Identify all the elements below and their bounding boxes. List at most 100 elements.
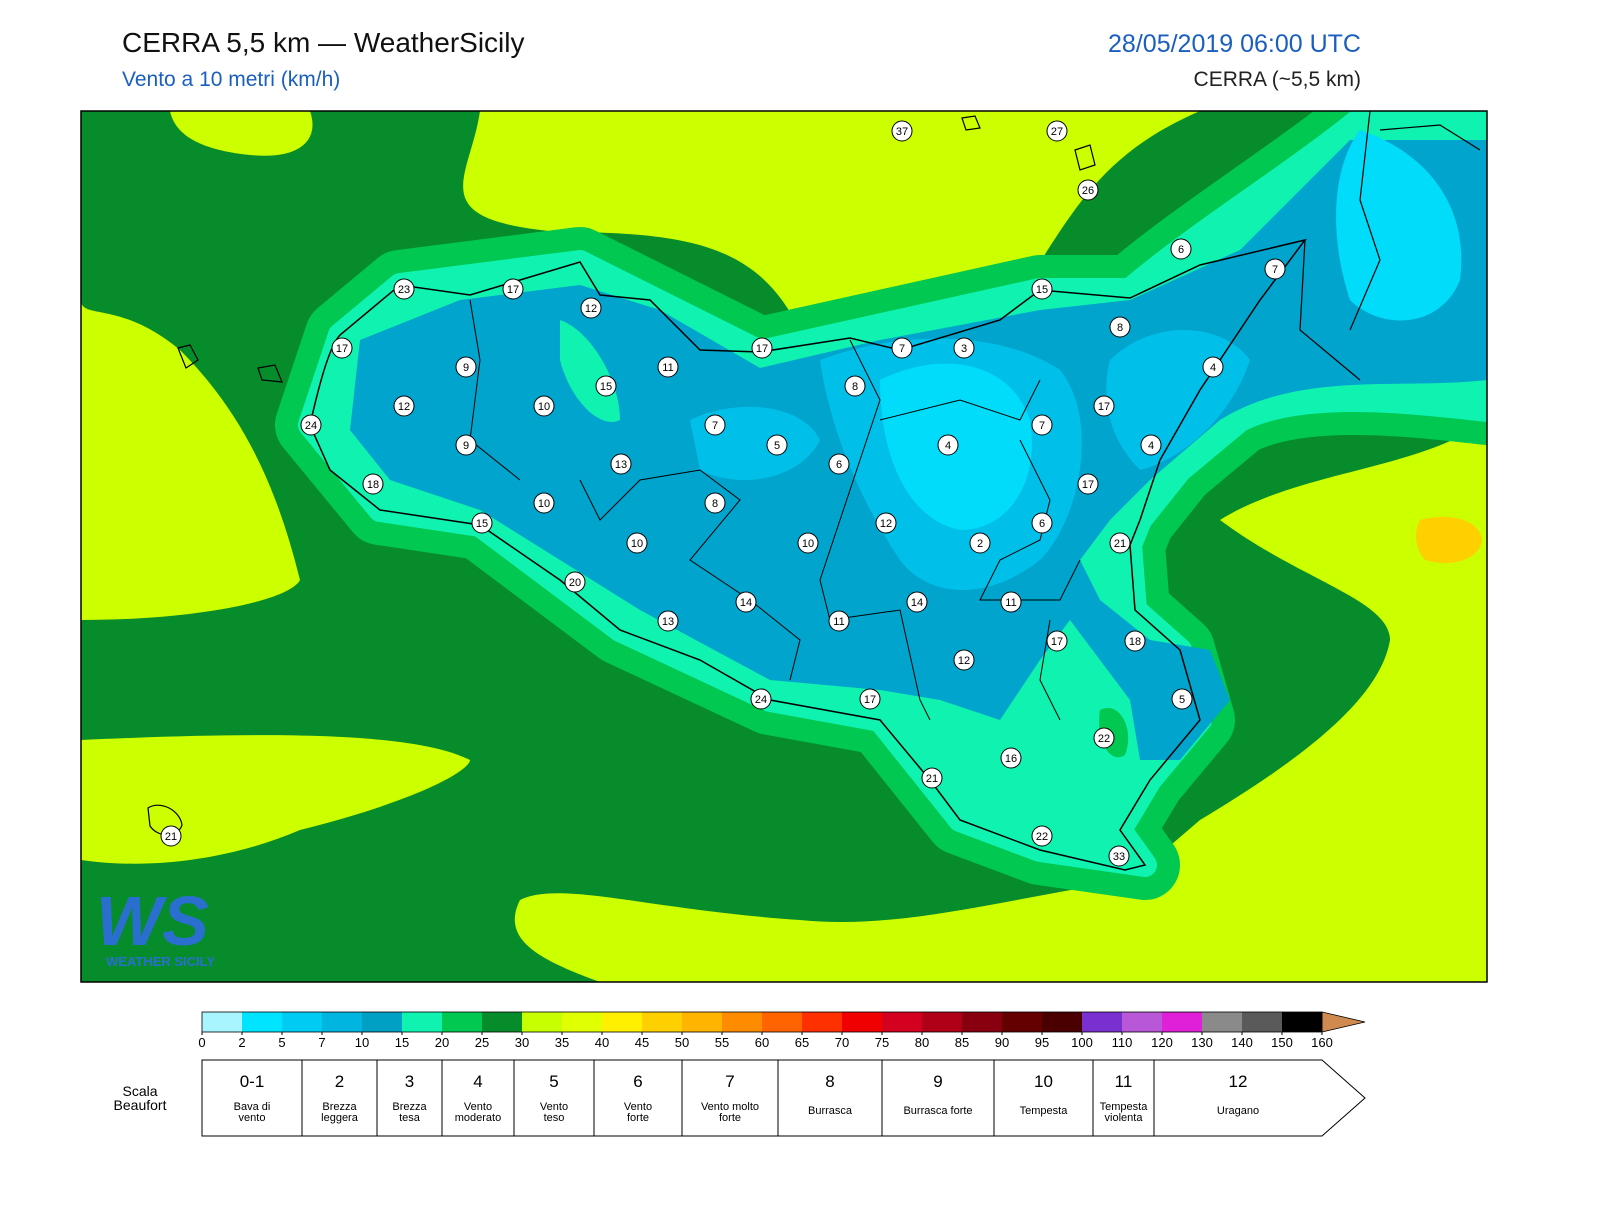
colorbar-tick-label: 30 [515,1035,529,1050]
field-45-50 [1415,516,1482,564]
station-marker [1170,238,1192,260]
station-value: 17 [1051,636,1063,648]
colorbar-swatch [882,1012,922,1032]
station-marker [455,356,477,378]
station-value: 16 [1005,753,1017,765]
beaufort-description-line: Tempesta [1100,1101,1149,1113]
station-marker [1031,414,1053,436]
colorbar-swatch [1122,1012,1162,1032]
station-marker [1077,473,1099,495]
station-value: 5 [774,440,780,452]
station-value: 10 [538,401,550,413]
colorbar-swatch [1202,1012,1242,1032]
station-value: 14 [740,597,752,609]
colorbar-swatch [322,1012,362,1032]
beaufort-description-line: teso [544,1112,565,1124]
station-marker [1264,258,1286,280]
colorbar-tick-label: 2 [238,1035,245,1050]
colorbar-swatch [642,1012,682,1032]
colorbar-swatch [1242,1012,1282,1032]
station-value: 11 [1005,597,1016,609]
beaufort-description-line: Brezza [322,1101,357,1113]
station-marker [595,375,617,397]
colorbar-swatch [1042,1012,1082,1032]
station-marker [1202,356,1224,378]
colorbar-swatch [602,1012,642,1032]
station-marker [921,767,943,789]
colorbar-tick-label: 95 [1035,1035,1049,1050]
station-value: 24 [305,420,317,432]
border [1299,111,1481,381]
beaufort-description: Brezza leggera [321,1101,359,1124]
station-value: 9 [463,440,469,452]
station-value: 4 [945,440,951,452]
beaufort-description-line: vento [239,1112,266,1124]
beaufort-description-line: Vento [624,1101,652,1113]
colorbar-swatch [1282,1012,1322,1032]
station-value: 10 [802,538,814,550]
subtitle: Vento a 10 metri (km/h) [122,68,340,91]
station-value: 8 [852,381,858,393]
colorbar-tick-label: 35 [555,1035,569,1050]
station-value: 4 [1210,362,1216,374]
station-value: 33 [1113,851,1125,863]
colorbar-swatch [482,1012,522,1032]
colorbar-tick-label: 50 [675,1035,689,1050]
colorbar-tick-label: 0 [198,1035,205,1050]
colorbar-swatch [242,1012,282,1032]
station-marker [751,337,773,359]
station-marker [844,375,866,397]
datetime: 28/05/2019 06:00 UTC [1108,30,1361,58]
station-marker [859,688,881,710]
station-marker [502,278,524,300]
station-value: 7 [1272,264,1278,276]
colorbar-swatch [922,1012,962,1032]
station-marker [891,337,913,359]
beaufort-force: 12 [1229,1072,1248,1091]
colorbar-tick-label: 80 [915,1035,929,1050]
colorbar-tick-label: 60 [755,1035,769,1050]
station-value: 15 [476,518,488,530]
colorbar-swatch [1082,1012,1122,1032]
beaufort-description: Vento moderato [455,1101,501,1124]
station-value: 17 [507,284,519,296]
station-marker [471,512,493,534]
colorbar-extend [1321,1011,1366,1033]
province-border [469,299,1081,721]
station-marker [906,591,928,613]
colorbar-swatch [522,1012,562,1032]
wind-field [81,111,1487,982]
beaufort-frame [201,1059,1366,1137]
logo-mark: WS [96,882,209,960]
station-value: 22 [1098,733,1110,745]
station-marker [797,532,819,554]
station-marker [626,532,648,554]
station-marker [766,434,788,456]
colorbar-tick-label: 40 [595,1035,609,1050]
colorbar-tick-label: 120 [1151,1035,1173,1050]
station-value: 21 [1114,538,1126,550]
colorbar-tick-label: 100 [1071,1035,1093,1050]
colorbar-tick-label: 25 [475,1035,489,1050]
station-value: 10 [631,538,643,550]
station-marker [891,120,913,142]
station-value: 6 [1178,244,1184,256]
station-marker [1124,630,1146,652]
beaufort-force: 7 [725,1072,734,1091]
colorbar-tick-label: 110 [1112,1035,1133,1050]
station-marker [953,649,975,671]
beaufort-description-line: Vento molto [701,1101,759,1113]
beaufort-label: Scala Beaufort [114,1083,167,1113]
station-value: 13 [662,616,674,628]
field-30-35 [700,111,1080,190]
station-marker [331,337,353,359]
station-value: 7 [1039,420,1045,432]
station-value: 24 [755,694,767,706]
station-value: 12 [880,518,892,530]
colorbar-tick-label: 85 [955,1035,969,1050]
station-marker [533,492,555,514]
field-15-20 [560,320,620,422]
colorbar-swatch [202,1012,242,1032]
station-value: 7 [899,343,905,355]
